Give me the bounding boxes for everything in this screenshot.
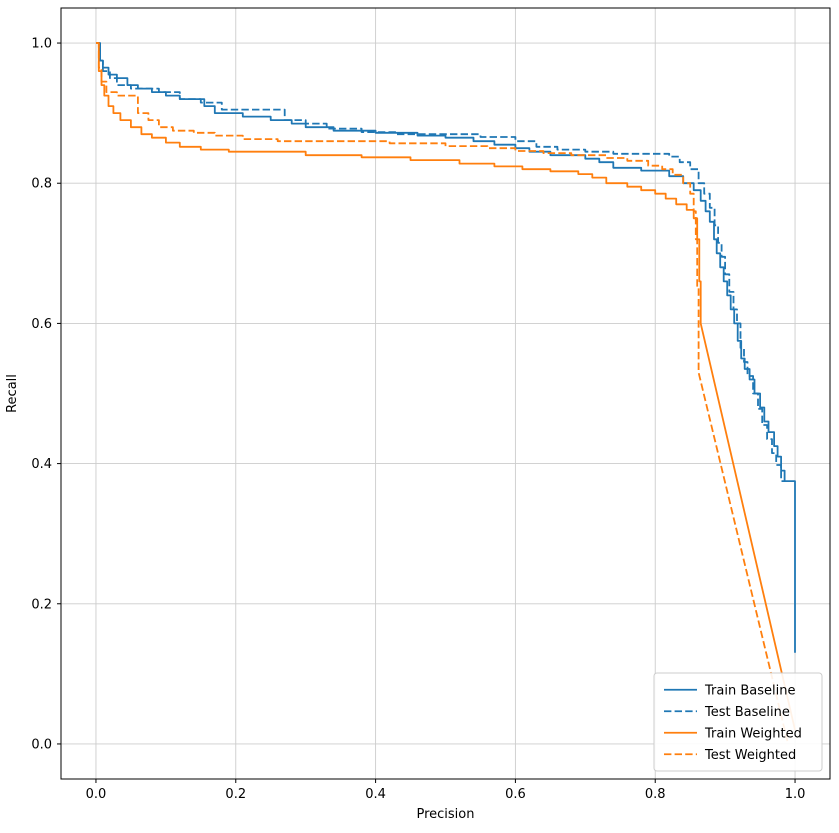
legend: Train Baseline Test Baseline Train Weighte… <box>653 672 823 772</box>
legend-box <box>653 672 823 772</box>
series-line-test-baseline <box>96 42 785 483</box>
legend-label: Train Baseline <box>704 683 795 698</box>
series-line-test-weighted <box>96 42 789 745</box>
legend-item-test-baseline: Test Baseline <box>664 705 790 720</box>
series-group <box>96 42 796 745</box>
x-tick-label: 0.0 <box>86 787 107 802</box>
legend-item-train-baseline: Train Baseline <box>664 683 795 698</box>
x-tick-label: 0.8 <box>645 787 666 802</box>
y-tick-label: 1.0 <box>31 37 52 52</box>
y-tick-label: 0.0 <box>31 737 52 752</box>
x-axis-label: Precision <box>416 807 474 822</box>
y-tick-label: 0.2 <box>31 597 52 612</box>
legend-label: Test Weighted <box>704 748 796 763</box>
legend-item-train-weighted: Train Weighted <box>664 726 802 741</box>
x-tick-label: 0.2 <box>225 787 246 802</box>
legend-label: Test Baseline <box>704 705 790 720</box>
x-tick-label: 1.0 <box>785 787 806 802</box>
y-tick-label: 0.4 <box>31 457 52 472</box>
series-line-train-weighted <box>96 42 796 731</box>
legend-item-test-weighted: Test Weighted <box>664 748 796 763</box>
y-axis-label: Recall <box>5 374 20 413</box>
ticks: 0.0 0.2 0.4 0.6 0.8 1.0 0.0 0.2 0.4 0.6 0.8 1.0 <box>31 37 805 802</box>
axes-spines <box>60 7 831 780</box>
y-tick-label: 0.6 <box>31 317 52 332</box>
y-tick-label: 0.8 <box>31 177 52 192</box>
legend-label: Train Weighted <box>704 726 802 741</box>
x-tick-label: 0.4 <box>365 787 386 802</box>
x-tick-label: 0.6 <box>505 787 526 802</box>
